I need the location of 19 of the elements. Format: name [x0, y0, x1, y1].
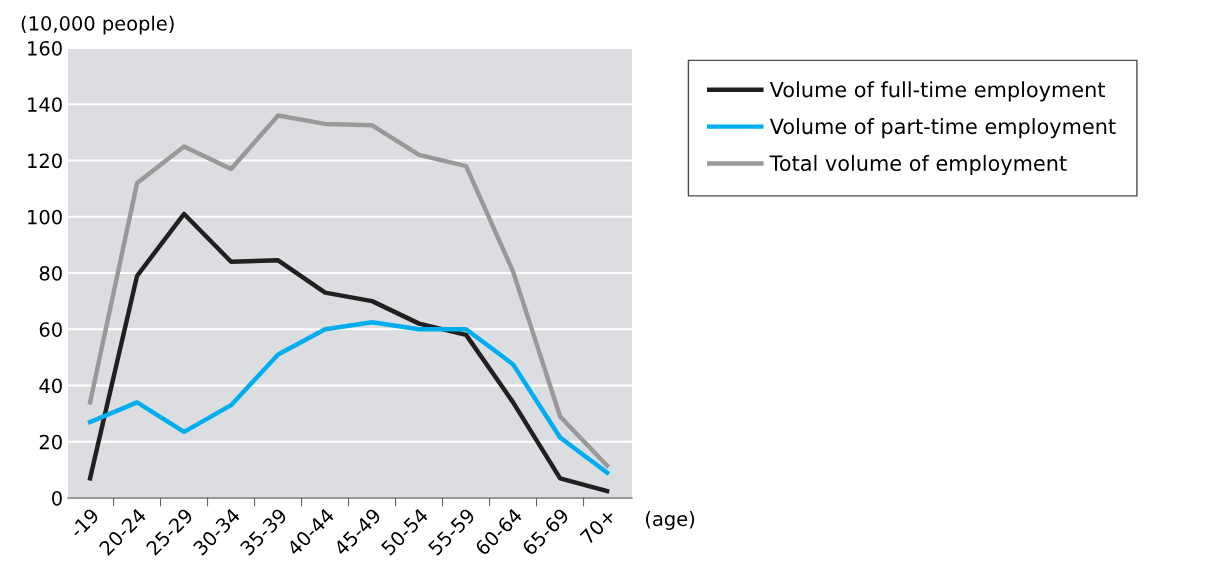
y-axis-title: (10,000 people) [21, 15, 174, 35]
y-tick-label: 40 [39, 378, 62, 394]
x-axis-title: (age) [646, 511, 695, 530]
legend-label: Volume of full-time employment [769, 81, 1105, 102]
line-series [87, 211, 610, 494]
y-tick-label: 20 [39, 434, 62, 450]
x-tick-label: -19 [68, 507, 100, 539]
y-tick-label: 60 [39, 322, 62, 337]
x-tick-label: 70+ [579, 508, 617, 545]
line-series [87, 113, 610, 468]
y-tick-label: 140 [28, 97, 62, 112]
y-tick-label: 100 [28, 209, 62, 225]
legend-label: Total volume of employment [769, 154, 1067, 176]
y-tick-label: 0 [52, 490, 62, 506]
legend-label: Volume of part-time employment [769, 118, 1116, 139]
y-tick-label: 120 [28, 153, 62, 169]
y-tick-label: 160 [28, 40, 62, 56]
y-tick-label: 80 [39, 265, 62, 281]
line-series [87, 320, 610, 475]
